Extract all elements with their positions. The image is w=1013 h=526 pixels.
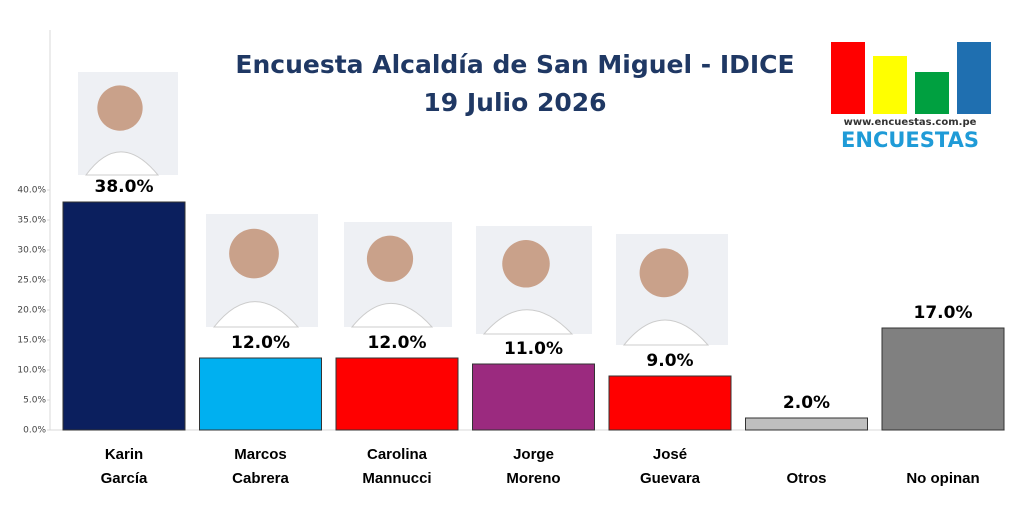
photo-head [366, 235, 414, 282]
photo-head [229, 228, 279, 279]
photo-head [502, 240, 550, 288]
x-tick-label: Marcos Cabrera [232, 446, 289, 487]
y-tick-label: 15.0% [17, 336, 46, 346]
bar [608, 375, 732, 431]
bar [881, 327, 1005, 431]
value-label: 9.0% [646, 351, 693, 371]
logo-bar [957, 42, 991, 114]
x-tick-label: Carolina Mannucci [362, 446, 432, 487]
chart-subtitle: 19 Julio 2026 [423, 88, 606, 117]
y-tick-label: 20.0% [17, 306, 46, 316]
value-label: 12.0% [231, 333, 290, 353]
bar [62, 201, 186, 431]
logo-bar [873, 56, 907, 114]
value-label: 17.0% [914, 303, 973, 323]
photo-body [482, 309, 574, 335]
photo-head [639, 248, 689, 298]
photo-body [622, 319, 710, 346]
x-tick-label: Karin García [100, 446, 148, 487]
photo-body [85, 151, 160, 176]
logo: www.encuestas.com.pe ENCUESTAS [831, 42, 991, 152]
value-label: 12.0% [368, 333, 427, 353]
y-tick-label: 0.0% [23, 426, 46, 436]
logo-name: ENCUESTAS [841, 128, 979, 152]
y-tick-label: 10.0% [17, 366, 46, 376]
y-tick-label: 35.0% [17, 216, 46, 226]
photo-body [212, 301, 300, 328]
y-tick-label: 5.0% [23, 396, 46, 406]
bar [199, 357, 322, 431]
y-tick-label: 25.0% [17, 276, 46, 286]
y-tick-label: 40.0% [17, 186, 46, 196]
photo-body [350, 303, 434, 328]
logo-url: www.encuestas.com.pe [844, 117, 977, 128]
chart-title: Encuesta Alcaldía de San Miguel - IDICE [235, 50, 794, 79]
x-tick-label: José Guevara [639, 446, 701, 487]
value-label: 2.0% [783, 393, 830, 413]
value-label: 38.0% [95, 177, 154, 197]
value-label: 11.0% [504, 339, 563, 359]
bar [335, 357, 459, 431]
x-tick-label: Jorge Moreno [506, 446, 561, 487]
y-tick-label: 30.0% [17, 246, 46, 256]
bar [745, 417, 868, 431]
x-tick-label: No opinan [906, 470, 980, 487]
logo-bar [915, 72, 949, 114]
x-tick-label: Otros [786, 470, 827, 487]
photo-head [97, 85, 143, 131]
logo-bar [831, 42, 865, 114]
bar [472, 363, 595, 431]
